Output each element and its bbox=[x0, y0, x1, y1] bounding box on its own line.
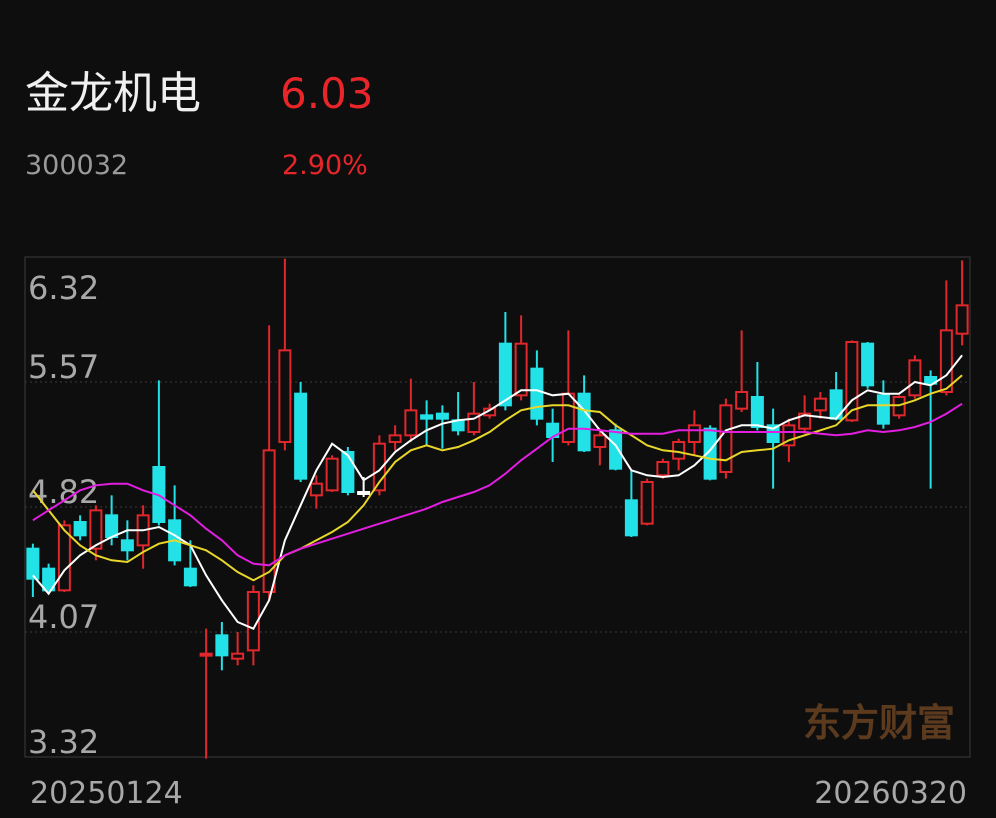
candle-body bbox=[231, 652, 245, 660]
candle-body bbox=[735, 391, 749, 410]
stock-name: 金龙机电 bbox=[25, 68, 201, 119]
candle-body bbox=[388, 434, 402, 444]
candle-body bbox=[624, 499, 638, 537]
candle-body bbox=[514, 342, 528, 397]
candle-body bbox=[640, 481, 654, 525]
stock-price: 6.03 bbox=[280, 69, 374, 118]
candle-body bbox=[262, 449, 276, 594]
candle-body bbox=[309, 482, 323, 497]
candle-body bbox=[861, 342, 875, 387]
candle-body bbox=[246, 591, 260, 652]
candle-body bbox=[939, 329, 953, 394]
candle-body bbox=[719, 404, 733, 474]
candle-body bbox=[908, 359, 922, 397]
candle-body bbox=[278, 349, 292, 444]
candle-body bbox=[593, 434, 607, 449]
candle-body bbox=[89, 509, 103, 550]
candle-body bbox=[782, 424, 796, 447]
candle-body bbox=[656, 461, 670, 477]
y-tick-label: 3.32 bbox=[28, 723, 99, 761]
candle-body bbox=[530, 367, 544, 420]
plot: 6.32 5.57 4.82 4.07 3.32 20250124 20260320 bbox=[25, 258, 970, 811]
candle-body bbox=[609, 429, 623, 470]
candle-body bbox=[420, 414, 434, 420]
candle-body bbox=[561, 392, 575, 443]
candle-body bbox=[404, 409, 418, 437]
candle-body bbox=[215, 634, 229, 657]
y-tick-label: 5.57 bbox=[28, 348, 99, 386]
candle-body bbox=[924, 376, 938, 385]
moving-average-line bbox=[32, 374, 963, 582]
watermark: 东方财富 bbox=[803, 701, 955, 745]
candle-body bbox=[703, 427, 717, 480]
moving-average-line bbox=[32, 402, 963, 567]
candle-body bbox=[26, 547, 40, 580]
candle-body bbox=[183, 567, 197, 587]
candle-body bbox=[372, 442, 386, 492]
candle-body bbox=[798, 412, 812, 430]
x-tick-label: 20260320 bbox=[814, 776, 967, 811]
stock-change: 2.90% bbox=[282, 150, 368, 181]
y-tick-label: 6.32 bbox=[28, 269, 99, 307]
candle-body bbox=[876, 394, 890, 425]
y-tick-label: 4.82 bbox=[28, 473, 99, 511]
candle-body bbox=[750, 396, 764, 428]
candle-body bbox=[357, 491, 371, 495]
candle-body bbox=[672, 441, 686, 460]
candle-body bbox=[294, 392, 308, 480]
candle-body bbox=[687, 424, 701, 444]
candle-body bbox=[498, 342, 512, 407]
candle-body bbox=[467, 412, 481, 433]
candle-body bbox=[483, 407, 497, 417]
stock-code: 300032 bbox=[25, 150, 128, 181]
candle-body bbox=[435, 412, 449, 420]
candle-body bbox=[325, 457, 339, 492]
candle-body bbox=[577, 392, 591, 452]
candle-body bbox=[73, 521, 87, 537]
candle-body bbox=[766, 424, 780, 444]
candle-body bbox=[42, 567, 56, 592]
candle-body bbox=[341, 451, 355, 493]
candle-body bbox=[57, 524, 71, 592]
candle-body bbox=[813, 397, 827, 412]
y-tick-label: 4.07 bbox=[28, 598, 99, 636]
x-tick-label: 20250124 bbox=[30, 776, 183, 811]
candle-body bbox=[199, 652, 213, 657]
candle-body bbox=[105, 514, 119, 538]
candle-body bbox=[845, 341, 859, 422]
candle-body bbox=[955, 304, 969, 335]
candle-body bbox=[120, 539, 134, 552]
